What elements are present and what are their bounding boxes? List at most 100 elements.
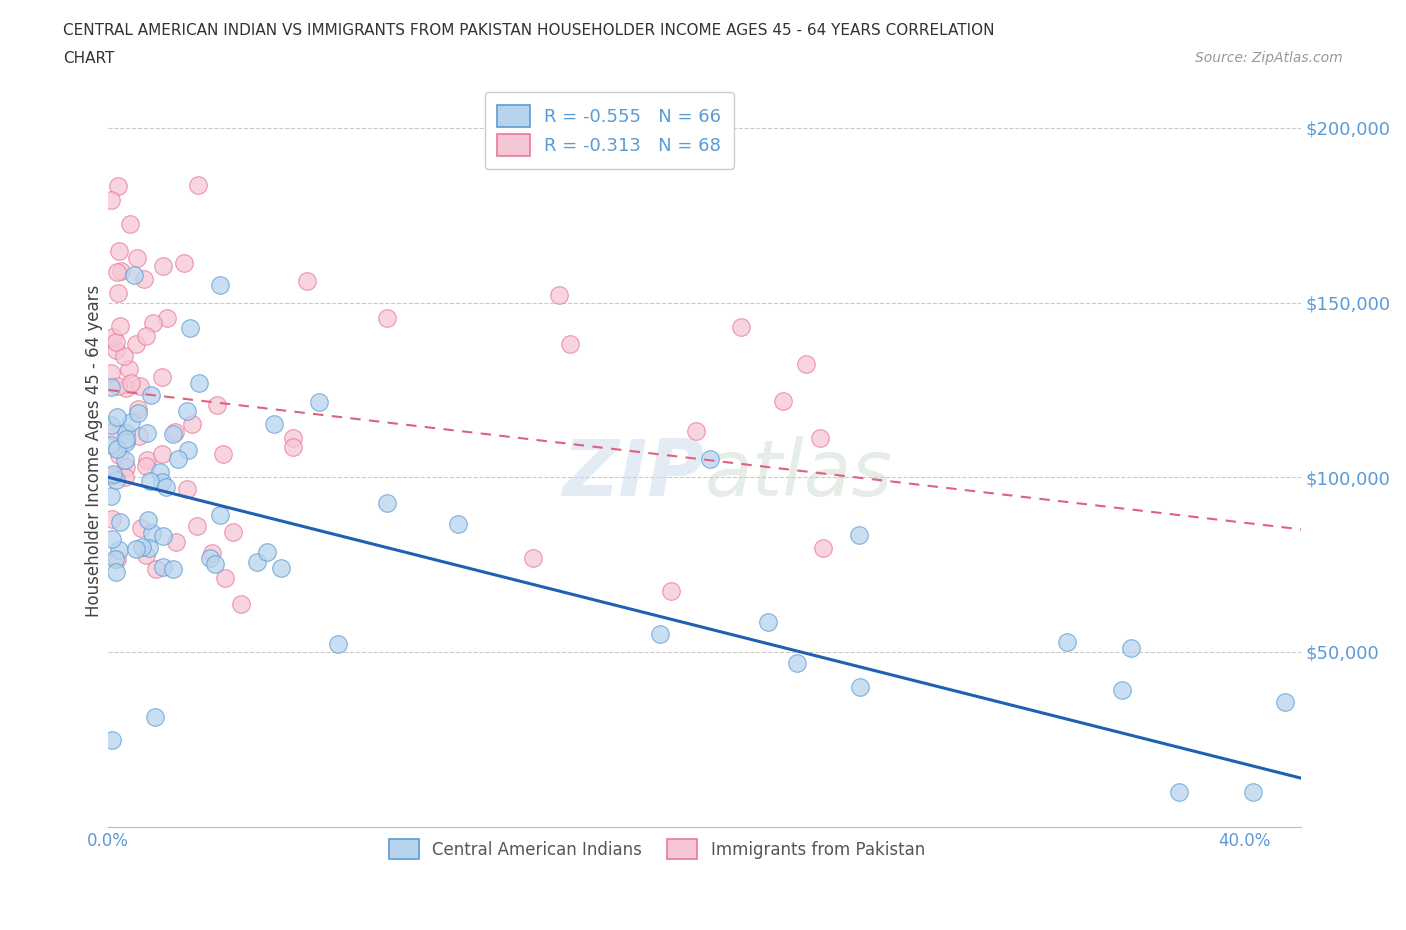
Point <box>135 328 157 343</box>
Point <box>214 571 236 586</box>
Point <box>104 551 127 566</box>
Point <box>1168 784 1191 799</box>
Point <box>811 540 834 555</box>
Point <box>105 442 128 457</box>
Point <box>108 244 131 259</box>
Point <box>152 529 174 544</box>
Point <box>326 636 349 651</box>
Point <box>107 379 129 393</box>
Point <box>756 614 779 629</box>
Point <box>115 380 138 395</box>
Point <box>150 474 173 489</box>
Text: CENTRAL AMERICAN INDIAN VS IMMIGRANTS FROM PAKISTAN HOUSEHOLDER INCOME AGES 45 -: CENTRAL AMERICAN INDIAN VS IMMIGRANTS FR… <box>63 23 995 38</box>
Point <box>129 520 152 535</box>
Point <box>256 544 278 559</box>
Point <box>125 337 148 352</box>
Point <box>650 627 672 642</box>
Point <box>150 446 173 461</box>
Point <box>118 362 141 377</box>
Point <box>558 337 581 352</box>
Point <box>105 472 128 487</box>
Point <box>173 256 195 271</box>
Point <box>848 527 870 542</box>
Point <box>375 496 398 511</box>
Point <box>187 178 209 193</box>
Text: atlas: atlas <box>704 435 893 512</box>
Point <box>1119 641 1142 656</box>
Point <box>1274 695 1296 710</box>
Point <box>105 551 128 566</box>
Point <box>222 525 245 539</box>
Point <box>308 394 330 409</box>
Text: Source: ZipAtlas.com: Source: ZipAtlas.com <box>1195 51 1343 65</box>
Point <box>100 418 122 432</box>
Point <box>270 561 292 576</box>
Point <box>115 425 138 440</box>
Point <box>201 546 224 561</box>
Point <box>143 710 166 724</box>
Point <box>100 366 122 381</box>
Point <box>141 525 163 540</box>
Point <box>295 274 318 289</box>
Point <box>156 311 179 325</box>
Point <box>142 315 165 330</box>
Point <box>118 217 141 232</box>
Point <box>150 370 173 385</box>
Point <box>105 335 128 350</box>
Point <box>135 458 157 473</box>
Point <box>101 531 124 546</box>
Point <box>138 512 160 527</box>
Point <box>205 398 228 413</box>
Point <box>115 432 138 446</box>
Point <box>772 393 794 408</box>
Point <box>176 482 198 497</box>
Point <box>114 459 136 474</box>
Point <box>165 535 187 550</box>
Point <box>112 349 135 364</box>
Point <box>120 376 142 391</box>
Point <box>786 656 808 671</box>
Point <box>139 388 162 403</box>
Point <box>138 541 160 556</box>
Point <box>100 469 122 484</box>
Point <box>114 470 136 485</box>
Point <box>127 402 149 417</box>
Point <box>810 431 832 445</box>
Point <box>1241 784 1264 799</box>
Point <box>246 554 269 569</box>
Point <box>208 277 231 292</box>
Point <box>104 565 127 579</box>
Point <box>108 543 131 558</box>
Point <box>110 264 132 279</box>
Point <box>128 429 150 444</box>
Point <box>136 453 159 468</box>
Point <box>108 448 131 463</box>
Point <box>1111 683 1133 698</box>
Point <box>176 443 198 458</box>
Point <box>103 424 125 439</box>
Point <box>108 319 131 334</box>
Point <box>120 414 142 429</box>
Point <box>699 451 721 466</box>
Point <box>162 427 184 442</box>
Point <box>522 551 544 565</box>
Point <box>447 517 470 532</box>
Point <box>152 259 174 273</box>
Point <box>101 467 124 482</box>
Point <box>139 474 162 489</box>
Point <box>548 288 571 303</box>
Point <box>149 464 172 479</box>
Point <box>209 507 232 522</box>
Point <box>212 446 235 461</box>
Point <box>231 597 253 612</box>
Point <box>263 417 285 432</box>
Point <box>122 267 145 282</box>
Text: CHART: CHART <box>63 51 115 66</box>
Point <box>204 557 226 572</box>
Point <box>127 251 149 266</box>
Point <box>849 679 872 694</box>
Point <box>135 426 157 441</box>
Point <box>100 437 122 452</box>
Point <box>135 548 157 563</box>
Point <box>163 425 186 440</box>
